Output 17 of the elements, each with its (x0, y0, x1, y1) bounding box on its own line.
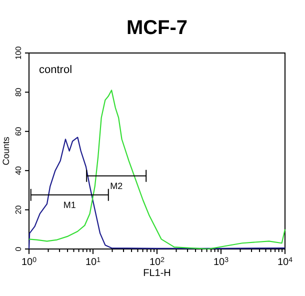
x-tick-label: 10$^{0}$ (21, 256, 37, 268)
y-tick-label: 0 (14, 246, 23, 252)
annotation: control (39, 64, 72, 76)
x-tick-label: 10$^{1}$ (85, 256, 101, 268)
x-axis-title: FL1-H (143, 268, 171, 279)
series-label: M1 (63, 200, 76, 210)
y-tick-label: 100 (14, 46, 23, 60)
y-axis-title: Counts (1, 136, 11, 166)
series-label: M2 (110, 180, 123, 191)
y-tick-label: 40 (14, 166, 23, 176)
chart-title: MCF-7 (126, 17, 188, 39)
x-tick-label: 10$^{4}$ (277, 256, 293, 268)
x-tick-label: 10$^{3}$ (213, 256, 229, 268)
x-tick-label: 10$^{2}$ (149, 256, 165, 268)
y-tick-label: 20 (14, 204, 23, 214)
y-tick-label: 60 (14, 126, 23, 136)
y-tick-label: 80 (14, 87, 23, 97)
